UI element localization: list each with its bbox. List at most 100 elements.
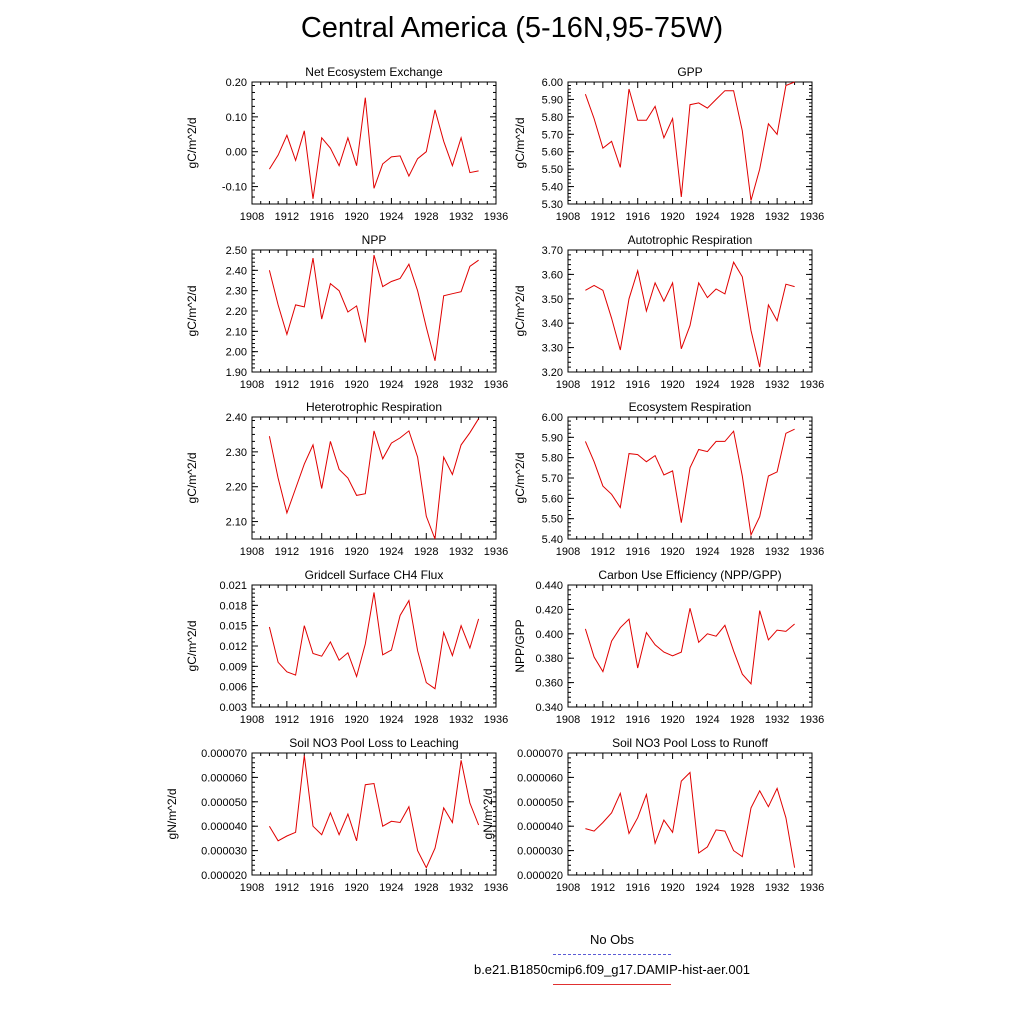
panel-9-xtick-label: 1936 [800, 882, 824, 894]
panel-3-xtick-label: 1932 [765, 379, 789, 391]
panel-4-ylabel: gC/m^2/d [185, 453, 199, 504]
panel-7-ytick-label: 0.380 [535, 653, 563, 665]
panel-0-xtick-label: 1928 [414, 211, 438, 223]
panel-6-ylabel: gC/m^2/d [185, 621, 199, 672]
panel-9-title: Soil NO3 Pool Loss to Runoff [612, 736, 769, 750]
panel-8-title: Soil NO3 Pool Loss to Leaching [289, 736, 458, 750]
panel-8-xtick-label: 1924 [379, 882, 403, 894]
panel-9-ytick-label: 0.000070 [517, 748, 563, 760]
panel-9-xtick-label: 1932 [765, 882, 789, 894]
panel-6-ytick-label: 0.012 [219, 641, 247, 653]
panel-5-ylabel: gC/m^2/d [513, 453, 527, 504]
panel-6-ytick-label: 0.015 [219, 621, 247, 633]
panel-6-xtick-label: 1916 [309, 714, 333, 726]
panel-6-ytick-label: 0.003 [219, 702, 247, 714]
panel-7-xtick-label: 1920 [660, 714, 684, 726]
legend-line-model [553, 984, 671, 985]
panel-1-ytick-label: 5.70 [542, 129, 563, 141]
panel-0-xtick-label: 1932 [449, 211, 473, 223]
panel-0-series-line [268, 97, 479, 199]
panel-4-xtick-label: 1916 [309, 546, 333, 558]
panel-4-ytick-label: 2.10 [226, 517, 247, 529]
panel-9-frame [567, 752, 813, 876]
panel-2-ytick-label: 2.30 [226, 286, 247, 298]
panel-7-xtick-label: 1928 [730, 714, 754, 726]
legend-line-no-obs [553, 954, 671, 955]
panel-8-xtick-label: 1912 [275, 882, 299, 894]
panel-7-ytick-label: 0.340 [535, 702, 563, 714]
panel-2-xtick-label: 1928 [414, 379, 438, 391]
main-title: Central America (5-16N,95-75W) [300, 12, 724, 44]
panel-5-ytick-label: 5.90 [542, 432, 563, 444]
panel-3-title: Autotrophic Respiration [628, 233, 753, 247]
panel-0-ytick-label: -0.10 [222, 182, 247, 194]
panel-2-xtick-label: 1916 [309, 379, 333, 391]
panel-4-ytick-label: 2.30 [226, 447, 247, 459]
panel-7-series-line [584, 608, 795, 685]
panel-0-xtick-label: 1912 [275, 211, 299, 223]
panel-4-xtick-label: 1928 [414, 546, 438, 558]
panel-4-xtick-label: 1920 [344, 546, 368, 558]
panel-4-xtick-label: 1908 [240, 546, 264, 558]
panel-9-xtick-label: 1908 [556, 882, 580, 894]
panel-0-ytick-label: 0.10 [226, 112, 247, 124]
panel-8-xtick-label: 1936 [484, 882, 508, 894]
panel-1-ytick-label: 6.00 [542, 77, 563, 89]
panel-7-xtick-label: 1916 [625, 714, 649, 726]
panel-0-xtick-label: 1936 [484, 211, 508, 223]
panel-3-ytick-label: 3.30 [542, 343, 563, 355]
panel-7-ytick-label: 0.360 [535, 678, 563, 690]
panel-8-ylabel: gN/m^2/d [165, 789, 179, 840]
panel-7-xtick-label: 1908 [556, 714, 580, 726]
panel-5-ytick-label: 5.70 [542, 473, 563, 485]
panel-8-ytick-label: 0.000060 [201, 772, 247, 784]
panel-1-ylabel: gC/m^2/d [513, 118, 527, 169]
panel-6-title: Gridcell Surface CH4 Flux [305, 568, 444, 582]
panel-2-xtick-label: 1932 [449, 379, 473, 391]
panel-1-frame [567, 81, 813, 205]
panel-7-frame [567, 584, 813, 708]
panel-6-xtick-label: 1924 [379, 714, 403, 726]
panel-3-ytick-label: 3.20 [542, 367, 563, 379]
panel-5-ytick-label: 6.00 [542, 412, 563, 424]
panel-1-xtick-label: 1932 [765, 211, 789, 223]
panel-3-ytick-label: 3.50 [542, 294, 563, 306]
panel-2-ytick-label: 2.50 [226, 245, 247, 257]
panel-0-xtick-label: 1920 [344, 211, 368, 223]
panel-4-frame [251, 416, 497, 540]
panel-2-ytick-label: 2.20 [226, 306, 247, 318]
panel-8-xtick-label: 1920 [344, 882, 368, 894]
panel-5-series-line [584, 428, 795, 537]
panel-6-xtick-label: 1932 [449, 714, 473, 726]
panel-3-xtick-label: 1908 [556, 379, 580, 391]
panel-0-title: Net Ecosystem Exchange [305, 65, 443, 79]
panel-9-ytick-label: 0.000030 [517, 846, 563, 858]
panel-2-title: NPP [362, 233, 387, 247]
panel-1-xtick-label: 1912 [591, 211, 615, 223]
panel-6-xtick-label: 1920 [344, 714, 368, 726]
panel-3-ytick-label: 3.70 [542, 245, 563, 257]
panel-0-xtick-label: 1916 [309, 211, 333, 223]
panel-5-xtick-label: 1924 [695, 546, 719, 558]
panel-5-xtick-label: 1936 [800, 546, 824, 558]
panel-1-title: GPP [677, 65, 702, 79]
panel-4-title: Heterotrophic Respiration [306, 400, 442, 414]
panel-3-xtick-label: 1912 [591, 379, 615, 391]
panel-6-xtick-label: 1912 [275, 714, 299, 726]
panel-1-xtick-label: 1920 [660, 211, 684, 223]
panel-5-title: Ecosystem Respiration [629, 400, 752, 414]
panel-1-xtick-label: 1936 [800, 211, 824, 223]
panel-7-xtick-label: 1936 [800, 714, 824, 726]
panel-1-ytick-label: 5.80 [542, 112, 563, 124]
panel-9-xtick-label: 1916 [625, 882, 649, 894]
panel-6-ytick-label: 0.021 [219, 580, 247, 592]
panel-9-ylabel: gN/m^2/d [481, 789, 495, 840]
panel-4-series-line [268, 418, 480, 540]
panel-2-series-line [268, 254, 479, 361]
panel-5-ytick-label: 5.60 [542, 493, 563, 505]
panel-7-xtick-label: 1924 [695, 714, 719, 726]
legend-label-no-obs: No Obs [589, 932, 635, 947]
panel-6-series-line [268, 592, 480, 690]
panel-6-xtick-label: 1908 [240, 714, 264, 726]
panel-7-xtick-label: 1932 [765, 714, 789, 726]
